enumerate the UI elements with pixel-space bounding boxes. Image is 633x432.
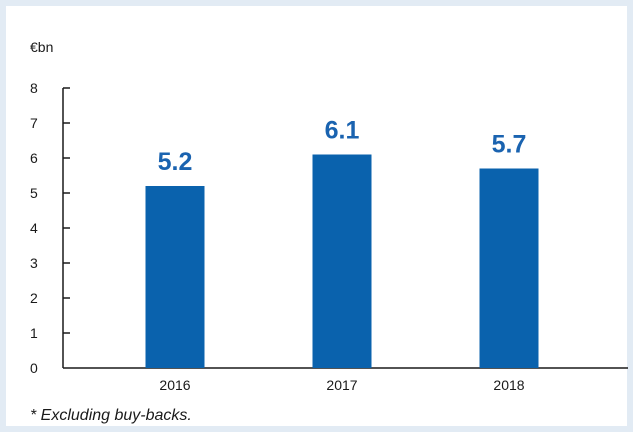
- y-tick-label: 1: [30, 325, 38, 341]
- unit-label: €bn: [30, 39, 53, 55]
- y-axis: 0 1 2 3 4 5 6 7 8: [30, 80, 70, 376]
- y-tick-label: 3: [30, 255, 38, 271]
- y-tick-label: 6: [30, 150, 38, 166]
- data-label: 6.1: [325, 117, 360, 145]
- x-tick-label: 2017: [326, 377, 357, 393]
- footnote: * Excluding buy-backs.: [30, 407, 192, 424]
- data-label: 5.7: [492, 131, 527, 159]
- x-axis: 2016 2017 2018: [63, 367, 628, 393]
- x-tick-label: 2018: [493, 377, 524, 393]
- y-tick-label: 7: [30, 115, 38, 131]
- bar-2018: [479, 168, 539, 368]
- bar-2017: [312, 154, 372, 368]
- bars: 5.2 6.1 5.7: [145, 117, 539, 368]
- data-label: 5.2: [158, 148, 193, 176]
- y-tick-label: 5: [30, 185, 38, 201]
- y-tick-label: 0: [30, 360, 38, 376]
- x-tick-label: 2016: [159, 377, 190, 393]
- y-tick-label: 2: [30, 290, 38, 306]
- y-tick-label: 8: [30, 80, 38, 96]
- y-tick-label: 4: [30, 220, 38, 236]
- bar-2016: [145, 186, 205, 368]
